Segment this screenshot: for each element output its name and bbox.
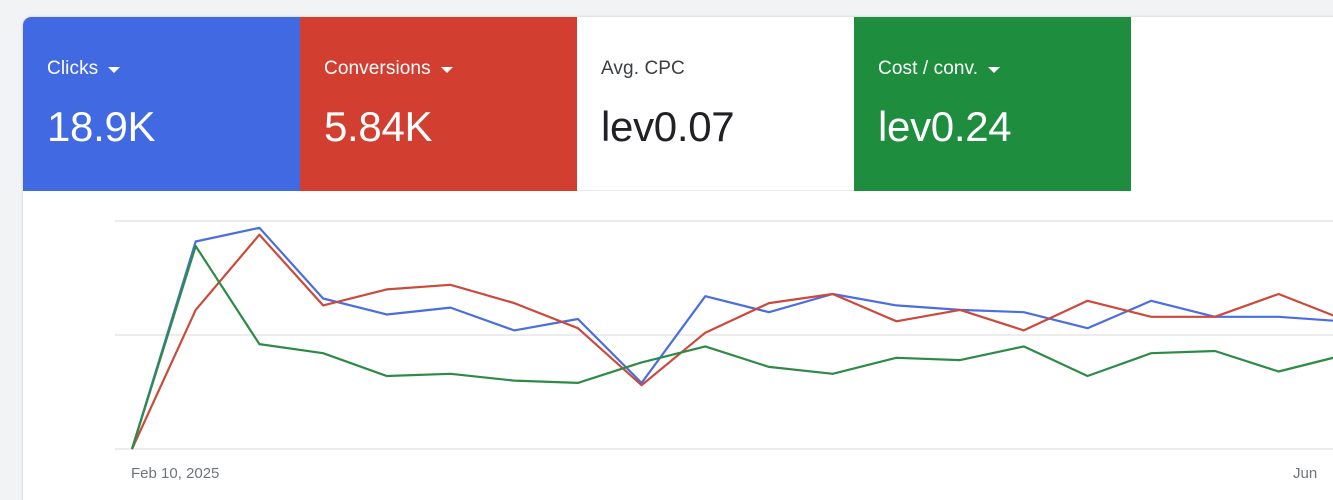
- metric-value: lev0.24: [878, 103, 1012, 150]
- metric-value: lev0.07: [601, 103, 735, 150]
- series-line-conversions[interactable]: [130, 233, 1333, 450]
- x-axis-label-start: Feb 10, 2025: [131, 465, 220, 482]
- scorecard-cost-per-conversion[interactable]: Cost / conv. lev0.24: [854, 17, 1131, 191]
- metric-value: 18.9K: [47, 103, 156, 150]
- metric-label: Conversions: [324, 58, 431, 79]
- scorecard-clicks[interactable]: Clicks 18.9K: [23, 17, 300, 191]
- dropdown-caret-icon[interactable]: [440, 67, 453, 73]
- scorecard-avg-cpc[interactable]: Avg. CPC lev0.07: [577, 17, 854, 191]
- dropdown-caret-icon[interactable]: [988, 67, 1001, 73]
- metric-label: Avg. CPC: [601, 58, 685, 79]
- metric-selector-clicks[interactable]: Clicks: [47, 57, 300, 81]
- series-line-cost-conv-[interactable]: [130, 244, 1333, 450]
- line-chart[interactable]: Feb 10, 2025 Jun: [23, 191, 1333, 500]
- metric-value: 5.84K: [324, 103, 433, 150]
- chart-plot-area[interactable]: [23, 191, 1333, 500]
- scorecard-row: Clicks 18.9K Conversions 5.84K Avg. CPC …: [23, 17, 1131, 191]
- metric-label: Clicks: [47, 58, 99, 79]
- metric-selector-conversions[interactable]: Conversions: [324, 57, 577, 81]
- x-axis-label-end: Jun: [1293, 465, 1318, 482]
- metric-selector-avg-cpc[interactable]: Avg. CPC: [601, 57, 854, 81]
- scorecard-conversions[interactable]: Conversions 5.84K: [300, 17, 577, 191]
- performance-card: Clicks 18.9K Conversions 5.84K Avg. CPC …: [23, 17, 1333, 500]
- dropdown-caret-icon[interactable]: [108, 67, 121, 73]
- series-line-clicks[interactable]: [130, 226, 1333, 450]
- metric-label: Cost / conv.: [878, 58, 979, 79]
- metric-selector-cost-per-conversion[interactable]: Cost / conv.: [878, 57, 1131, 81]
